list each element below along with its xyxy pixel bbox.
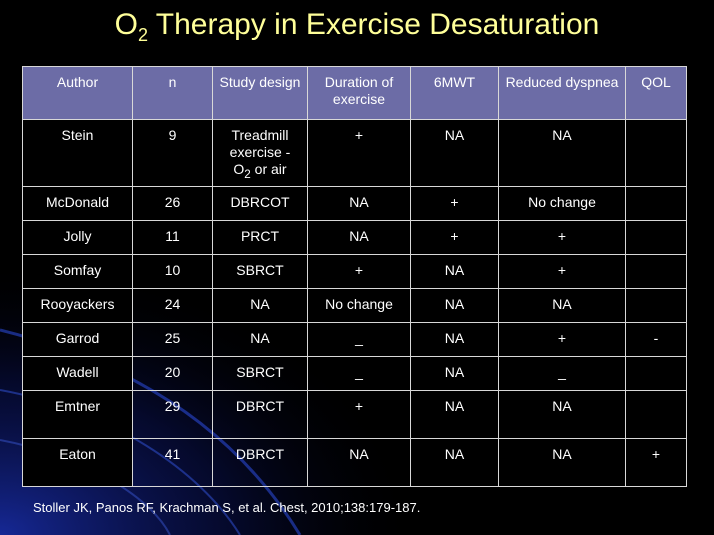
table-header-row: Author n Study design Duration of exerci… xyxy=(22,66,687,120)
title-subscript: 2 xyxy=(137,25,148,45)
design-subscript: 2 xyxy=(244,167,251,181)
cell-n: 20 xyxy=(132,355,213,391)
cell-6mwt: + xyxy=(410,219,499,255)
cell-qol: + xyxy=(625,437,687,487)
cell-duration: _ xyxy=(307,321,411,357)
cell-design: Treadmill exercise - O2 or air xyxy=(212,119,308,187)
cell-author: Eaton xyxy=(22,437,133,487)
header-study-design: Study design xyxy=(212,66,308,120)
table-row: Rooyackers 24 NA No change NA NA xyxy=(22,287,687,323)
cell-design: DBRCOT xyxy=(212,185,308,221)
studies-table: Author n Study design Duration of exerci… xyxy=(22,66,687,487)
cell-dyspnea: NA xyxy=(498,437,626,487)
cell-qol xyxy=(625,119,687,187)
cell-n: 41 xyxy=(132,437,213,487)
cell-dyspnea: + xyxy=(498,253,626,289)
cell-duration: + xyxy=(307,119,411,187)
cell-6mwt: NA xyxy=(410,437,499,487)
cell-6mwt: NA xyxy=(410,321,499,357)
citation: Stoller JK, Panos RF, Krachman S, et al.… xyxy=(33,500,421,515)
cell-6mwt: NA xyxy=(410,355,499,391)
header-6mwt: 6MWT xyxy=(410,66,499,120)
cell-qol xyxy=(625,185,687,221)
table-row: Somfay 10 SBRCT + NA + xyxy=(22,253,687,289)
design-line1: Treadmill exercise - xyxy=(229,127,291,160)
cell-dyspnea: NA xyxy=(498,389,626,439)
header-qol: QOL xyxy=(625,66,687,120)
cell-duration: No change xyxy=(307,287,411,323)
cell-dyspnea: + xyxy=(498,321,626,357)
cell-6mwt: NA xyxy=(410,253,499,289)
cell-author: Jolly xyxy=(22,219,133,255)
cell-n: 9 xyxy=(132,119,213,187)
slide-title: O2 Therapy in Exercise Desaturation xyxy=(0,8,714,46)
cell-qol: - xyxy=(625,321,687,357)
header-author: Author xyxy=(22,66,133,120)
cell-design: NA xyxy=(212,321,308,357)
header-duration: Duration of exercise xyxy=(307,66,411,120)
cell-n: 24 xyxy=(132,287,213,323)
cell-dyspnea: _ xyxy=(498,355,626,391)
cell-duration: NA xyxy=(307,185,411,221)
cell-6mwt: NA xyxy=(410,287,499,323)
cell-qol xyxy=(625,219,687,255)
title-rest: Therapy in Exercise Desaturation xyxy=(148,8,600,41)
cell-n: 25 xyxy=(132,321,213,357)
cell-author: Stein xyxy=(22,119,133,187)
header-n: n xyxy=(132,66,213,120)
cell-design: SBRCT xyxy=(212,355,308,391)
cell-duration: + xyxy=(307,253,411,289)
cell-design: DBRCT xyxy=(212,389,308,439)
header-reduced-dyspnea: Reduced dyspnea xyxy=(498,66,626,120)
table-row: Eaton 41 DBRCT NA NA NA + xyxy=(22,437,687,487)
cell-author: McDonald xyxy=(22,185,133,221)
cell-qol xyxy=(625,253,687,289)
cell-design: DBRCT xyxy=(212,437,308,487)
cell-duration: + xyxy=(307,389,411,439)
table-row: Wadell 20 SBRCT _ NA _ xyxy=(22,355,687,391)
cell-duration: NA xyxy=(307,437,411,487)
cell-design: PRCT xyxy=(212,219,308,255)
cell-n: 10 xyxy=(132,253,213,289)
cell-duration: _ xyxy=(307,355,411,391)
cell-dyspnea: No change xyxy=(498,185,626,221)
cell-dyspnea: NA xyxy=(498,119,626,187)
table-row: Stein 9 Treadmill exercise - O2 or air + … xyxy=(22,119,687,187)
cell-author: Somfay xyxy=(22,253,133,289)
design-rest: or air xyxy=(250,161,287,177)
cell-n: 11 xyxy=(132,219,213,255)
cell-dyspnea: NA xyxy=(498,287,626,323)
cell-design: NA xyxy=(212,287,308,323)
cell-n: 29 xyxy=(132,389,213,439)
cell-author: Emtner xyxy=(22,389,133,439)
cell-6mwt: NA xyxy=(410,119,499,187)
cell-design: SBRCT xyxy=(212,253,308,289)
cell-author: Wadell xyxy=(22,355,133,391)
cell-6mwt: NA xyxy=(410,389,499,439)
cell-6mwt: + xyxy=(410,185,499,221)
cell-n: 26 xyxy=(132,185,213,221)
cell-qol xyxy=(625,287,687,323)
table-row: Garrod 25 NA _ NA + - xyxy=(22,321,687,357)
cell-author: Rooyackers xyxy=(22,287,133,323)
cell-qol xyxy=(625,389,687,439)
cell-qol xyxy=(625,355,687,391)
table-row: Jolly 11 PRCT NA + + xyxy=(22,219,687,255)
title-o: O xyxy=(114,8,138,41)
design-o: O xyxy=(233,161,245,177)
table-row: McDonald 26 DBRCOT NA + No change xyxy=(22,185,687,221)
cell-duration: NA xyxy=(307,219,411,255)
cell-author: Garrod xyxy=(22,321,133,357)
table-row: Emtner 29 DBRCT + NA NA xyxy=(22,389,687,439)
cell-dyspnea: + xyxy=(498,219,626,255)
